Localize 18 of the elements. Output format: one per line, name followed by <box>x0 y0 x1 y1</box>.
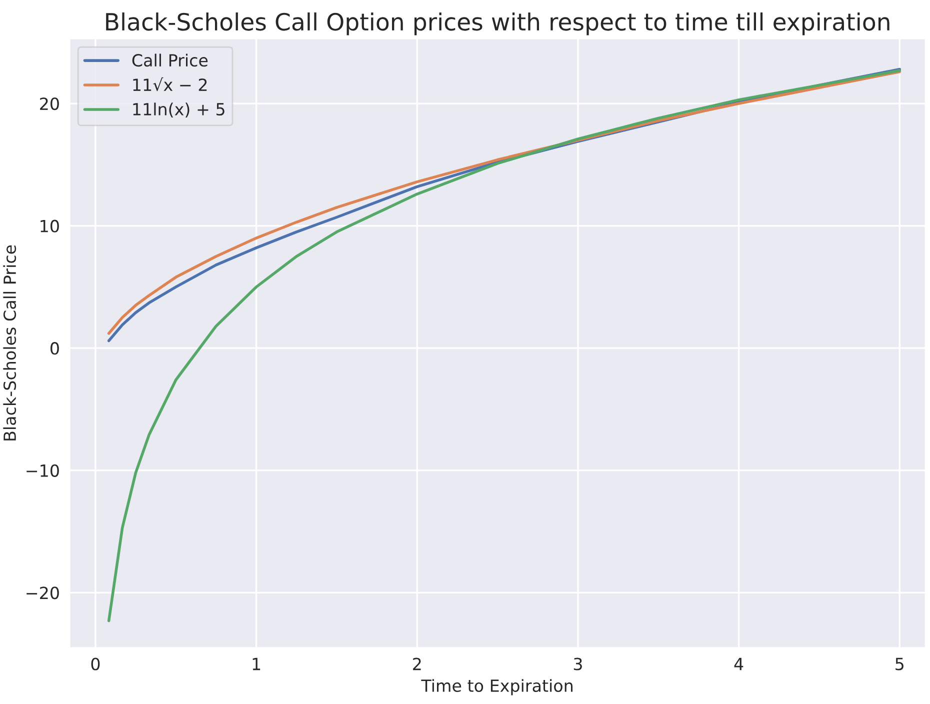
y-tick-label: 0 <box>50 342 59 355</box>
legend-label: Call Price <box>132 54 208 67</box>
y-tick-label: 10 <box>40 220 59 232</box>
x-tick-label: 3 <box>574 658 582 670</box>
legend-label: 11ln(x) + 5 <box>133 102 224 118</box>
x-tick-label: 1 <box>252 658 260 670</box>
x-tick-label: 4 <box>734 658 744 670</box>
x-tick-label: 5 <box>896 658 904 670</box>
legend-label: 11√x − 2 <box>133 77 207 92</box>
y-axis-title: Black-Scholes Call Price <box>3 245 16 440</box>
y-tick-label: 20 <box>40 97 59 110</box>
x-tick-label: 0 <box>91 658 100 670</box>
x-axis-title: Time to Expiration <box>421 679 572 696</box>
line-series <box>107 69 902 622</box>
y-tick-label: −10 <box>26 464 59 477</box>
chart-title: Black-Scholes Call Option prices with respect to time till expiration <box>106 12 890 36</box>
y-tick-label: −20 <box>26 586 59 600</box>
x-tick-label: 2 <box>413 658 421 670</box>
